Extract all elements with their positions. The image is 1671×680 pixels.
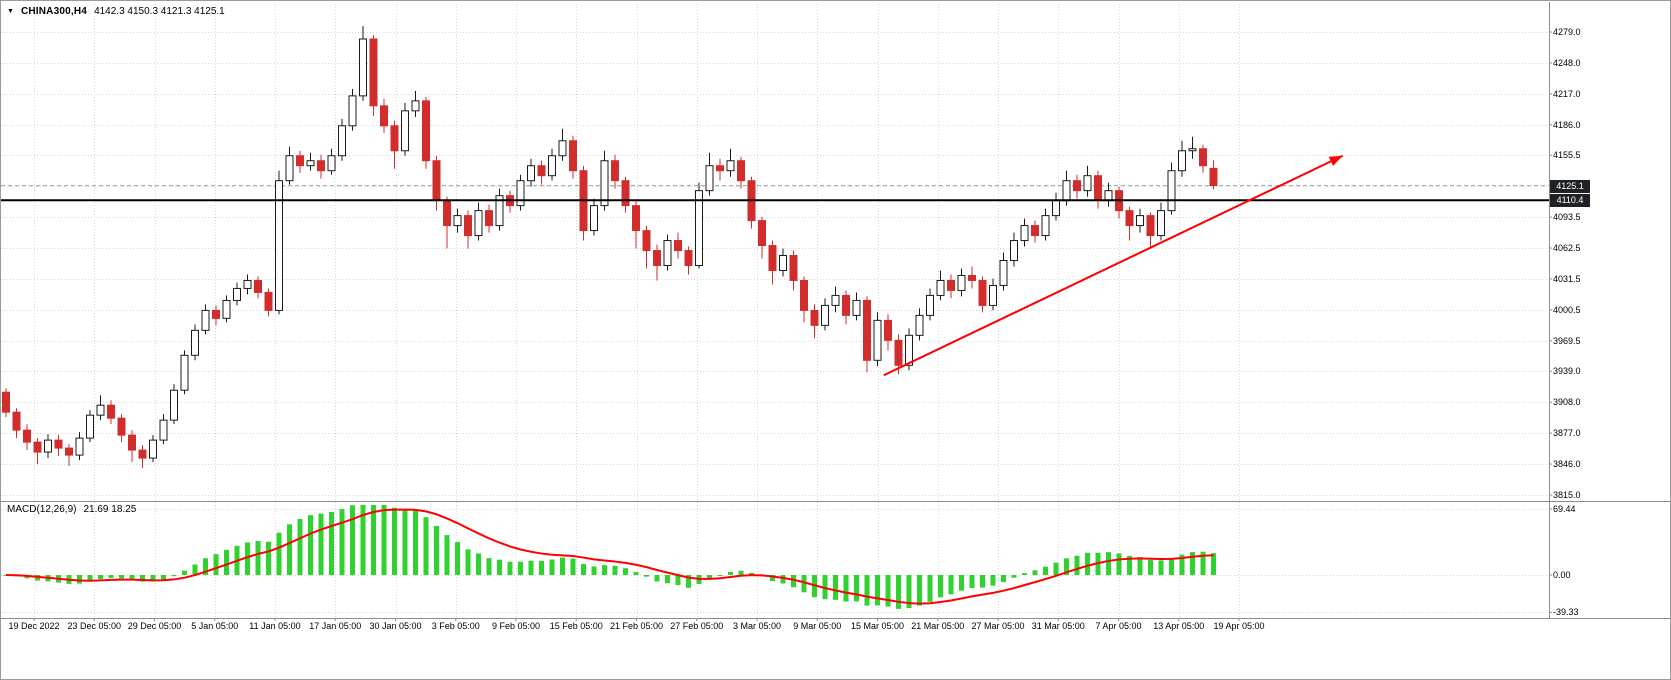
time-axis-label: 5 Jan 05:00 [191, 621, 239, 631]
price-axis-label: 4248.0 [1553, 57, 1581, 68]
time-axis-label: 9 Mar 05:00 [793, 621, 842, 631]
symbol-label: CHINA300,H4 [20, 6, 88, 17]
price-axis-label: 4155.5 [1553, 150, 1581, 161]
price-axis-label: 3815.0 [1553, 490, 1581, 500]
bid-price-badge: 4125.1 [1550, 179, 1590, 193]
time-axis-label: 29 Dec 05:00 [127, 621, 182, 631]
time-axis-label: 3 Feb 05:00 [431, 621, 480, 631]
time-axis-label: 27 Mar 05:00 [971, 621, 1025, 631]
time-axis-label: 31 Mar 05:00 [1031, 621, 1085, 631]
time-axis-label: 9 Feb 05:00 [491, 621, 541, 631]
time-axis-label: 7 Apr 05:00 [1095, 621, 1142, 631]
price-axis-label: 3969.5 [1553, 335, 1581, 346]
price-axis-label: 4217.0 [1553, 88, 1581, 99]
time-axis-label: 3 Mar 05:00 [732, 621, 782, 631]
price-axis-label: 3908.0 [1553, 397, 1581, 408]
macd-axis-label: -39.33 [1553, 607, 1579, 618]
time-axis-label: 27 Feb 05:00 [670, 621, 724, 631]
price-axis-label: 3877.0 [1553, 428, 1581, 439]
price-axis-label: 4000.5 [1553, 304, 1581, 315]
time-axis-label: 15 Mar 05:00 [850, 621, 905, 631]
macd-title: MACD(12,26,9) [7, 504, 77, 515]
hline-price-badge: 4110.4 [1550, 194, 1590, 208]
price-axis-label: 4279.0 [1553, 27, 1581, 37]
time-axis-label: 23 Dec 05:00 [67, 621, 122, 631]
macd-indicator-label: MACD(12,26,9) 21.69 18.25 [7, 504, 136, 515]
price-axis-label: 3939.0 [1553, 366, 1581, 377]
grid-lines [1, 4, 1549, 617]
macd-axis-label: 0.00 [1553, 570, 1571, 580]
price-axis-label: 3846.0 [1553, 459, 1581, 470]
ohlc-readout: 4142.3 4150.3 4121.3 4125.1 [94, 6, 225, 17]
trend-arrow[interactable] [883, 154, 1344, 377]
symbol-dropdown-icon[interactable]: ▼ [7, 8, 14, 15]
macd-values: 21.69 18.25 [83, 504, 137, 515]
macd-histogram [3, 505, 1216, 609]
chart-header: ▼ CHINA300,H4 4142.3 4150.3 4121.3 4125.… [7, 6, 225, 17]
time-axis-label: 13 Apr 05:00 [1153, 621, 1205, 631]
candlesticks [2, 26, 1218, 469]
time-axis-label: 17 Jan 05:00 [309, 621, 362, 631]
macd-axis-label: 69.44 [1553, 504, 1576, 515]
time-axis-label: 15 Feb 05:00 [549, 621, 603, 631]
time-axis-label: 30 Jan 05:00 [369, 621, 422, 631]
time-axis-label: 19 Dec 2022 [8, 621, 60, 631]
time-axis-label: 21 Mar 05:00 [911, 621, 965, 631]
price-axis-label: 4031.5 [1553, 273, 1581, 284]
price-axis-label: 4186.0 [1553, 119, 1581, 130]
macd-signal-line [5, 508, 1214, 605]
price-axis-label: 4093.5 [1553, 212, 1581, 223]
price-axis-label: 4062.5 [1553, 243, 1581, 254]
time-axis-label: 19 Apr 05:00 [1213, 621, 1265, 631]
time-axis-label: 21 Feb 05:00 [609, 621, 664, 631]
time-axis-label: 11 Jan 05:00 [249, 621, 301, 631]
